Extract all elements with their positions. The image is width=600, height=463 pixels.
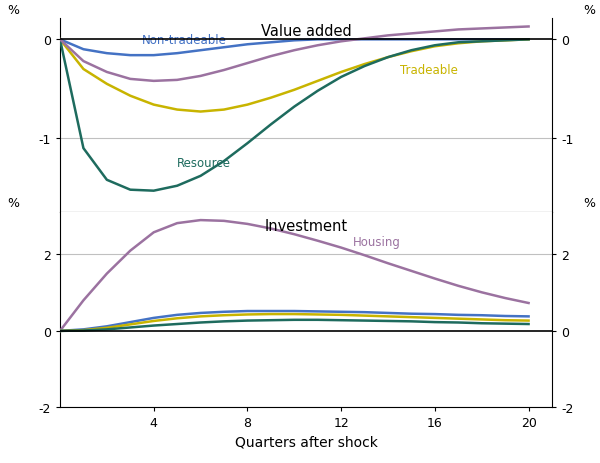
X-axis label: Quarters after shock: Quarters after shock [235, 435, 377, 449]
Text: Value added: Value added [260, 25, 352, 39]
Text: %: % [583, 196, 595, 209]
Text: Investment: Investment [265, 219, 347, 234]
Text: Non-tradeable: Non-tradeable [142, 34, 227, 47]
Text: %: % [583, 4, 595, 17]
Text: %: % [7, 4, 19, 17]
Text: Housing: Housing [353, 235, 401, 248]
Text: Tradeable: Tradeable [400, 63, 458, 76]
Text: %: % [7, 196, 19, 209]
Text: Resource: Resource [177, 156, 231, 169]
